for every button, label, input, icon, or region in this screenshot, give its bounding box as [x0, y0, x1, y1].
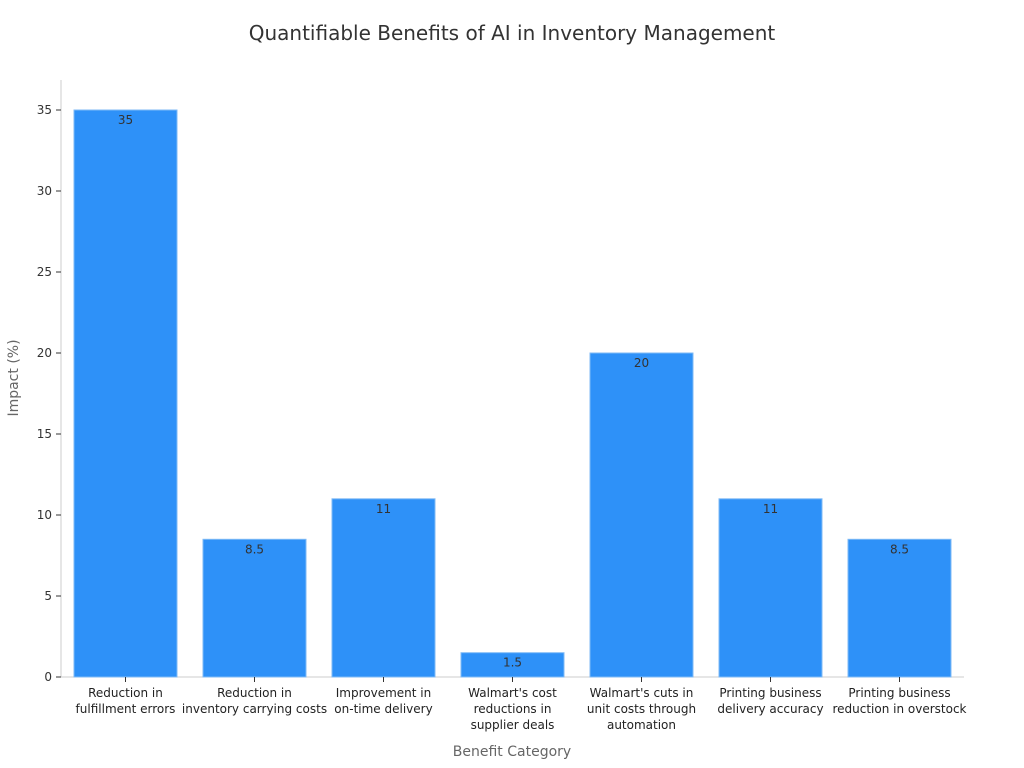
x-tick-label: Walmart's cuts in unit costs through autom… — [587, 686, 696, 732]
x-tick-label-line: supplier deals — [471, 718, 555, 732]
x-tick-label-line: Printing business — [848, 686, 950, 700]
x-tick-label: Printing business reduction in overstock — [832, 686, 966, 716]
x-tick-label-line: inventory carrying costs — [182, 702, 327, 716]
y-tick-label: 35 — [37, 103, 52, 117]
x-tick-label: Reduction in inventory carrying costs — [182, 686, 327, 716]
y-tick-label: 30 — [37, 184, 52, 198]
bar-value-label: 35 — [118, 113, 133, 127]
bar — [718, 498, 823, 678]
y-tick-label: 25 — [37, 265, 52, 279]
x-tick-label-line: Improvement in — [336, 686, 431, 700]
y-axis-ticks: 0 5 10 15 20 25 30 35 — [37, 103, 61, 684]
bar — [73, 109, 178, 678]
y-tick-label: 10 — [37, 508, 52, 522]
bar-value-label: 11 — [376, 502, 391, 516]
x-tick-label-line: unit costs through — [587, 702, 696, 716]
x-tick-label-line: Walmart's cost — [468, 686, 557, 700]
x-tick-label-line: on-time delivery — [334, 702, 432, 716]
y-tick-label: 15 — [37, 427, 52, 441]
x-tick-label: Improvement in on-time delivery — [334, 686, 432, 716]
y-axis-title: Impact (%) — [6, 339, 22, 416]
x-tick-label: Reduction in fulfillment errors — [76, 686, 176, 716]
x-tick-label-line: Printing business — [719, 686, 821, 700]
bar — [460, 652, 565, 678]
x-tick-label-line: automation — [607, 718, 676, 732]
x-axis-title: Benefit Category — [453, 744, 571, 760]
bar — [847, 538, 952, 678]
y-tick-label: 20 — [37, 346, 52, 360]
bar — [202, 538, 307, 678]
x-tick-label-line: Reduction in — [88, 686, 163, 700]
chart-title: Quantifiable Benefits of AI in Inventory… — [249, 21, 776, 45]
x-axis-labels: Reduction in fulfillment errorsReduction … — [76, 677, 967, 732]
bar-value-label: 1.5 — [503, 656, 522, 670]
x-tick-label-line: Reduction in — [217, 686, 292, 700]
x-tick-label: Printing business delivery accuracy — [717, 686, 823, 716]
bar-value-label: 11 — [763, 502, 778, 516]
bar — [331, 498, 436, 678]
x-tick-label-line: Walmart's cuts in — [590, 686, 694, 700]
x-tick-label-line: reduction in overstock — [832, 702, 966, 716]
y-tick-label: 5 — [44, 589, 52, 603]
bar — [589, 352, 694, 678]
x-tick-label-line: fulfillment errors — [76, 702, 176, 716]
x-tick-label: Walmart's cost reductions in supplier deal… — [468, 686, 557, 732]
y-tick-label: 0 — [44, 670, 52, 684]
bar-value-label: 8.5 — [890, 542, 909, 556]
bars-group: 35 8.5 11 1.5 20 11 8.5 — [73, 109, 952, 678]
bar-value-label: 8.5 — [245, 542, 264, 556]
bar-value-label: 20 — [634, 356, 649, 370]
x-tick-label-line: delivery accuracy — [717, 702, 823, 716]
x-tick-label-line: reductions in — [474, 702, 552, 716]
